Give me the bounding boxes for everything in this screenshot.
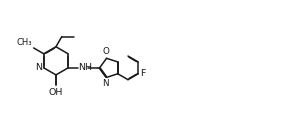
Text: N: N	[35, 63, 42, 72]
Text: O: O	[102, 47, 109, 56]
Text: CH₃: CH₃	[17, 38, 32, 47]
Text: F: F	[140, 69, 146, 78]
Text: OH: OH	[49, 88, 63, 97]
Text: NH: NH	[78, 63, 92, 72]
Text: N: N	[103, 79, 109, 88]
